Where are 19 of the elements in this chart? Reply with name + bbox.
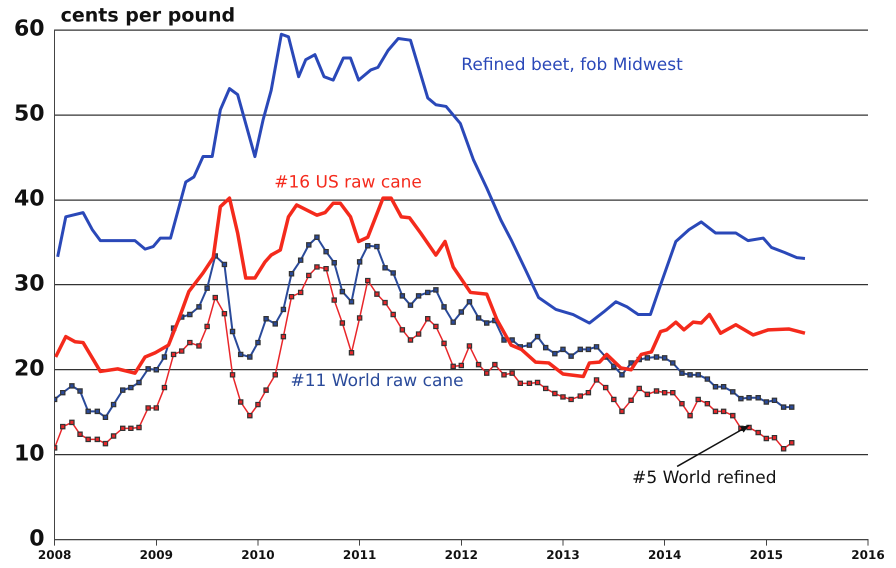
series-label: #5 World refined <box>632 468 777 488</box>
x-tick-label: 2013 <box>546 548 580 562</box>
x-tick-label: 2009 <box>140 548 173 562</box>
x-tick-label: 2016 <box>851 548 885 562</box>
text: Refined beet, fob Midwest <box>461 55 684 76</box>
x-tick-label: 2011 <box>342 548 376 562</box>
y-tick-label: 40 <box>14 186 45 212</box>
y-tick-label: 10 <box>14 441 45 466</box>
series-label: #16 US raw cane <box>274 172 422 192</box>
text: #11 World raw cane <box>290 371 464 392</box>
y-axis-title: cents per pound <box>60 4 236 26</box>
y-tick-label: 60 <box>14 16 45 42</box>
y-tick-label: 30 <box>14 272 45 297</box>
y-tick-label: 20 <box>14 356 45 382</box>
x-tick-label: 2015 <box>750 548 784 562</box>
x-tick-label: 2012 <box>444 548 478 562</box>
y-tick-label: 50 <box>14 102 45 127</box>
x-tick-label: 2010 <box>241 548 275 562</box>
x-tick-label: 2014 <box>648 548 682 562</box>
